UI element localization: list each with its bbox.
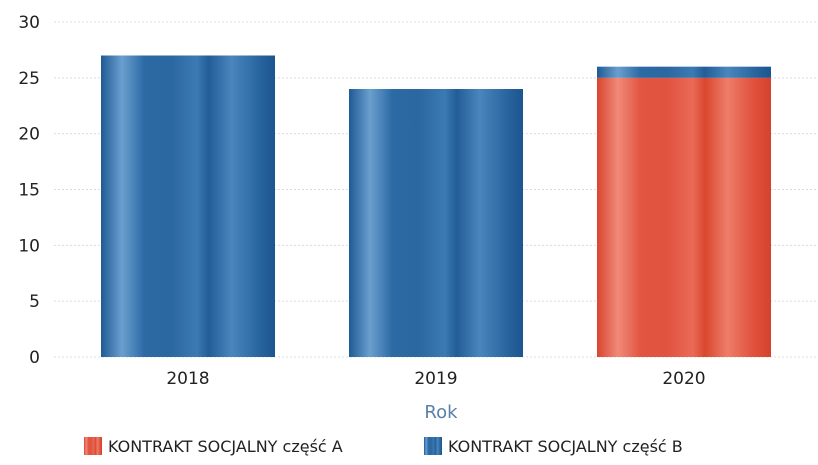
- y-tick-label: 10: [18, 236, 40, 256]
- x-tick-label: 2019: [414, 369, 457, 389]
- bar-2019-czesc-b: [349, 89, 523, 357]
- y-tick-label: 15: [18, 181, 40, 201]
- legend-swatch-czesc-b: [424, 437, 442, 455]
- y-tick-label: 25: [18, 69, 40, 89]
- x-tick-label: 2020: [662, 369, 705, 389]
- bar-2020-czesc-b: [597, 66, 771, 78]
- x-axis-title: Rok: [424, 402, 458, 423]
- y-tick-label: 0: [29, 348, 40, 368]
- y-axis-ticks: 0 5 10 15 20 25 30: [18, 13, 40, 368]
- y-tick-label: 5: [29, 292, 40, 312]
- bar-2018-czesc-b: [101, 55, 275, 357]
- legend-label-czesc-a: KONTRAKT SOCJALNY część A: [108, 437, 343, 456]
- legend-label-czesc-b: KONTRAKT SOCJALNY część B: [448, 437, 683, 456]
- y-tick-label: 20: [18, 125, 40, 145]
- y-tick-label: 30: [18, 13, 40, 33]
- legend-swatch-czesc-a: [84, 437, 102, 455]
- legend: KONTRAKT SOCJALNY część A KONTRAKT SOCJAL…: [84, 437, 683, 456]
- x-tick-label: 2018: [166, 369, 209, 389]
- x-axis-ticks: 2018 2019 2020: [166, 369, 705, 389]
- bar-2020-czesc-a: [597, 77, 771, 357]
- bars: [101, 55, 771, 357]
